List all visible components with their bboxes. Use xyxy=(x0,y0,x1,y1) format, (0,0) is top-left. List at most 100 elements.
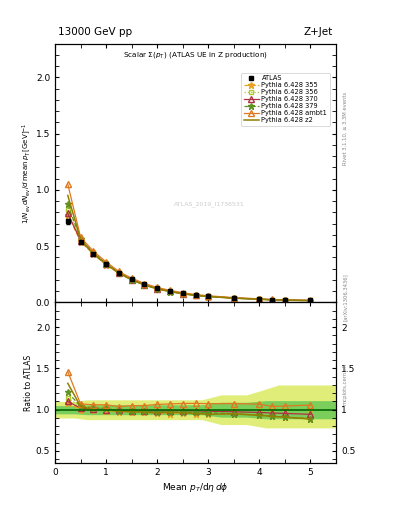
Pythia 6.428 379 xyxy=(155,286,160,292)
Pythia 6.428 355 xyxy=(78,239,83,245)
Pythia 6.428 z2 xyxy=(91,251,96,257)
Pythia 6.428 z2 xyxy=(117,270,121,276)
Pythia 6.428 z2 xyxy=(283,297,287,303)
Pythia 6.428 370 xyxy=(308,297,313,304)
Pythia 6.428 370 xyxy=(129,276,134,283)
Pythia 6.428 355 xyxy=(129,277,134,283)
Pythia 6.428 ambt1 xyxy=(180,290,185,296)
Y-axis label: $1/N_\mathrm{ev}\,dN_\mathrm{ev}/d\,\mathrm{mean}\,p_T\,[\mathrm{GeV}]^{-1}$: $1/N_\mathrm{ev}\,dN_\mathrm{ev}/d\,\mat… xyxy=(20,122,33,224)
Pythia 6.428 ambt1 xyxy=(283,297,287,303)
Pythia 6.428 355 xyxy=(180,291,185,297)
Pythia 6.428 ambt1 xyxy=(231,294,236,301)
Pythia 6.428 356 xyxy=(91,249,96,255)
Pythia 6.428 355 xyxy=(91,251,96,257)
Pythia 6.428 379 xyxy=(104,261,108,267)
Pythia 6.428 ambt1 xyxy=(270,296,275,303)
Pythia 6.428 z2 xyxy=(270,297,275,303)
Pythia 6.428 355 xyxy=(270,297,275,303)
Pythia 6.428 z2 xyxy=(78,237,83,243)
Pythia 6.428 ambt1 xyxy=(193,291,198,297)
Pythia 6.428 z2 xyxy=(257,296,262,303)
Pythia 6.428 370 xyxy=(180,290,185,296)
Pythia 6.428 370 xyxy=(91,250,96,257)
Pythia 6.428 355 xyxy=(117,270,121,276)
Pythia 6.428 379 xyxy=(257,296,262,303)
Pythia 6.428 ambt1 xyxy=(129,275,134,281)
Pythia 6.428 355 xyxy=(155,286,160,292)
Pythia 6.428 ambt1 xyxy=(117,268,121,274)
Pythia 6.428 379 xyxy=(193,292,198,298)
Pythia 6.428 370 xyxy=(65,210,70,217)
Pythia 6.428 379 xyxy=(283,297,287,303)
Pythia 6.428 356 xyxy=(180,290,185,296)
Pythia 6.428 z2 xyxy=(231,295,236,301)
Pythia 6.428 z2 xyxy=(129,277,134,283)
Pythia 6.428 379 xyxy=(206,293,211,300)
Pythia 6.428 ambt1 xyxy=(78,234,83,240)
Pythia 6.428 355 xyxy=(206,293,211,300)
Pythia 6.428 370 xyxy=(155,286,160,292)
Text: ATLAS_2019_I1736531: ATLAS_2019_I1736531 xyxy=(174,201,245,207)
Text: Rivet 3.1.10, ≥ 3.3M events: Rivet 3.1.10, ≥ 3.3M events xyxy=(343,91,348,165)
Text: 13000 GeV pp: 13000 GeV pp xyxy=(58,27,132,37)
Pythia 6.428 356 xyxy=(193,292,198,298)
Text: Z+Jet: Z+Jet xyxy=(304,27,333,37)
Pythia 6.428 ambt1 xyxy=(104,259,108,265)
Pythia 6.428 379 xyxy=(117,270,121,276)
Pythia 6.428 ambt1 xyxy=(206,293,211,299)
Pythia 6.428 355 xyxy=(231,295,236,301)
Pythia 6.428 370 xyxy=(193,292,198,298)
Pythia 6.428 z2 xyxy=(193,292,198,298)
Pythia 6.428 355 xyxy=(168,289,173,295)
Pythia 6.428 379 xyxy=(180,291,185,297)
Pythia 6.428 356 xyxy=(117,269,121,275)
Pythia 6.428 355 xyxy=(104,262,108,268)
Pythia 6.428 370 xyxy=(168,288,173,294)
Pythia 6.428 379 xyxy=(65,201,70,207)
Pythia 6.428 370 xyxy=(78,238,83,244)
Pythia 6.428 z2 xyxy=(155,286,160,292)
Pythia 6.428 z2 xyxy=(142,282,147,288)
Pythia 6.428 355 xyxy=(193,292,198,298)
Pythia 6.428 ambt1 xyxy=(91,248,96,254)
Pythia 6.428 356 xyxy=(270,296,275,303)
Pythia 6.428 356 xyxy=(231,295,236,301)
Pythia 6.428 z2 xyxy=(168,288,173,294)
Text: mcplots.cern.ch: mcplots.cern.ch xyxy=(343,363,348,405)
Pythia 6.428 355 xyxy=(65,211,70,218)
Line: Pythia 6.428 355: Pythia 6.428 355 xyxy=(64,211,314,304)
Pythia 6.428 ambt1 xyxy=(308,297,313,303)
Pythia 6.428 379 xyxy=(308,297,313,304)
Pythia 6.428 z2 xyxy=(104,261,108,267)
Pythia 6.428 ambt1 xyxy=(142,281,147,287)
Legend: ATLAS, Pythia 6.428 355, Pythia 6.428 356, Pythia 6.428 370, Pythia 6.428 379, P: ATLAS, Pythia 6.428 355, Pythia 6.428 35… xyxy=(241,73,330,126)
Pythia 6.428 370 xyxy=(206,293,211,300)
Pythia 6.428 370 xyxy=(257,296,262,302)
Pythia 6.428 356 xyxy=(129,276,134,283)
Pythia 6.428 379 xyxy=(168,288,173,294)
Pythia 6.428 356 xyxy=(142,281,147,287)
Pythia 6.428 379 xyxy=(231,295,236,301)
Line: Pythia 6.428 370: Pythia 6.428 370 xyxy=(65,211,313,303)
Text: [arXiv:1306.3436]: [arXiv:1306.3436] xyxy=(343,273,348,321)
Pythia 6.428 356 xyxy=(308,297,313,304)
Line: Pythia 6.428 ambt1: Pythia 6.428 ambt1 xyxy=(65,181,313,303)
Pythia 6.428 356 xyxy=(257,296,262,302)
Pythia 6.428 356 xyxy=(65,207,70,213)
Pythia 6.428 379 xyxy=(91,250,96,256)
Line: Pythia 6.428 356: Pythia 6.428 356 xyxy=(65,208,313,303)
Pythia 6.428 z2 xyxy=(206,293,211,300)
Pythia 6.428 z2 xyxy=(180,291,185,297)
Pythia 6.428 356 xyxy=(283,297,287,303)
Pythia 6.428 356 xyxy=(155,285,160,291)
Pythia 6.428 z2 xyxy=(308,297,313,304)
Pythia 6.428 z2 xyxy=(65,193,70,199)
Pythia 6.428 370 xyxy=(104,261,108,267)
Pythia 6.428 ambt1 xyxy=(168,287,173,293)
Pythia 6.428 379 xyxy=(270,297,275,303)
Pythia 6.428 379 xyxy=(142,282,147,288)
Pythia 6.428 379 xyxy=(129,276,134,283)
Text: Scalar $\Sigma(p_T)$ (ATLAS UE in Z production): Scalar $\Sigma(p_T)$ (ATLAS UE in Z prod… xyxy=(123,50,268,60)
Pythia 6.428 370 xyxy=(142,282,147,288)
Pythia 6.428 ambt1 xyxy=(257,296,262,302)
